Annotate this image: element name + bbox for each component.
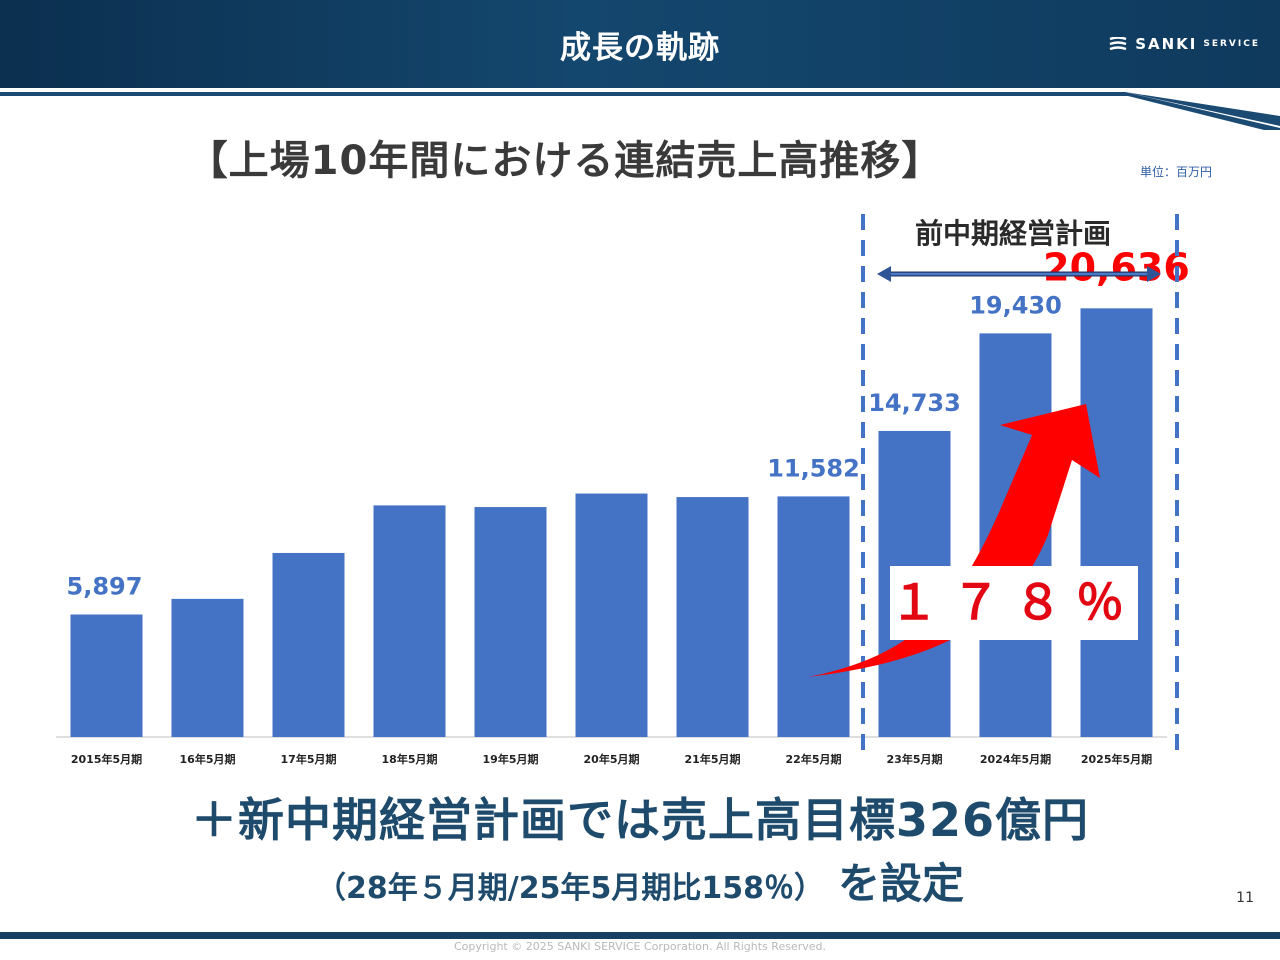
growth-arrow (808, 404, 1100, 677)
plan-arrow-left-head (877, 266, 891, 282)
bar-2 (272, 552, 345, 737)
new-plan-ratio: （28年５月期/25年5月期比158％） (316, 871, 824, 906)
x-tick-label: 2015年5月期 (71, 752, 142, 766)
logo-mark-icon (1109, 37, 1127, 51)
new-plan-set: を設定 (837, 859, 964, 908)
growth-callout: １７８％ (890, 566, 1138, 640)
x-tick-label: 23年5月期 (887, 752, 943, 766)
bar-4 (474, 507, 547, 737)
plan-arrow-right-head (1147, 266, 1161, 282)
x-tick-label: 17年5月期 (281, 752, 337, 766)
page-title: 成長の軌跡 (560, 30, 720, 66)
unit-label: 単位：百万円 (1139, 165, 1212, 179)
logo-sub: SERVICE (1203, 39, 1260, 49)
new-plan-target: ＋新中期経営計画では売上高目標326億円 (190, 793, 1090, 847)
bar-5 (575, 493, 648, 737)
x-tick-label: 21年5月期 (685, 752, 741, 766)
bar-10 (1080, 308, 1153, 737)
x-tick-label: 22年5月期 (786, 752, 842, 766)
x-tick-label: 18年5月期 (382, 752, 438, 766)
bar-3 (373, 505, 446, 737)
bar-0 (70, 614, 143, 737)
x-tick-label: 16年5月期 (180, 752, 236, 766)
bar-1 (171, 598, 244, 737)
new-plan-detail: （28年５月期/25年5月期比158％） を設定 (0, 850, 1280, 911)
data-label: 11,582 (767, 454, 860, 482)
header-stripe (0, 88, 1280, 130)
header-bar (0, 0, 1280, 88)
data-label: 19,430 (969, 291, 1062, 319)
company-logo: SANKI SERVICE (1109, 33, 1260, 55)
x-tick-label: 2024年5月期 (980, 752, 1051, 766)
x-tick-label: 2025年5月期 (1081, 752, 1152, 766)
bar-7 (777, 496, 850, 737)
x-tick-label: 20年5月期 (584, 752, 640, 766)
data-label: 14,733 (868, 389, 961, 417)
data-label: 5,897 (67, 573, 143, 601)
copyright: Copyright © 2025 SANKI SERVICE Corporati… (454, 940, 826, 953)
data-label: 20,636 (1043, 245, 1190, 289)
x-tick-label: 19年5月期 (483, 752, 539, 766)
bar-6 (676, 497, 749, 737)
footer-bar (0, 932, 1280, 939)
page-number: 11 (1236, 890, 1254, 906)
plan-period-label: 前中期経営計画 (914, 217, 1111, 250)
chart-subtitle: 【上場10年間における連結売上高推移】 (187, 138, 943, 184)
logo-name: SANKI (1135, 35, 1198, 53)
